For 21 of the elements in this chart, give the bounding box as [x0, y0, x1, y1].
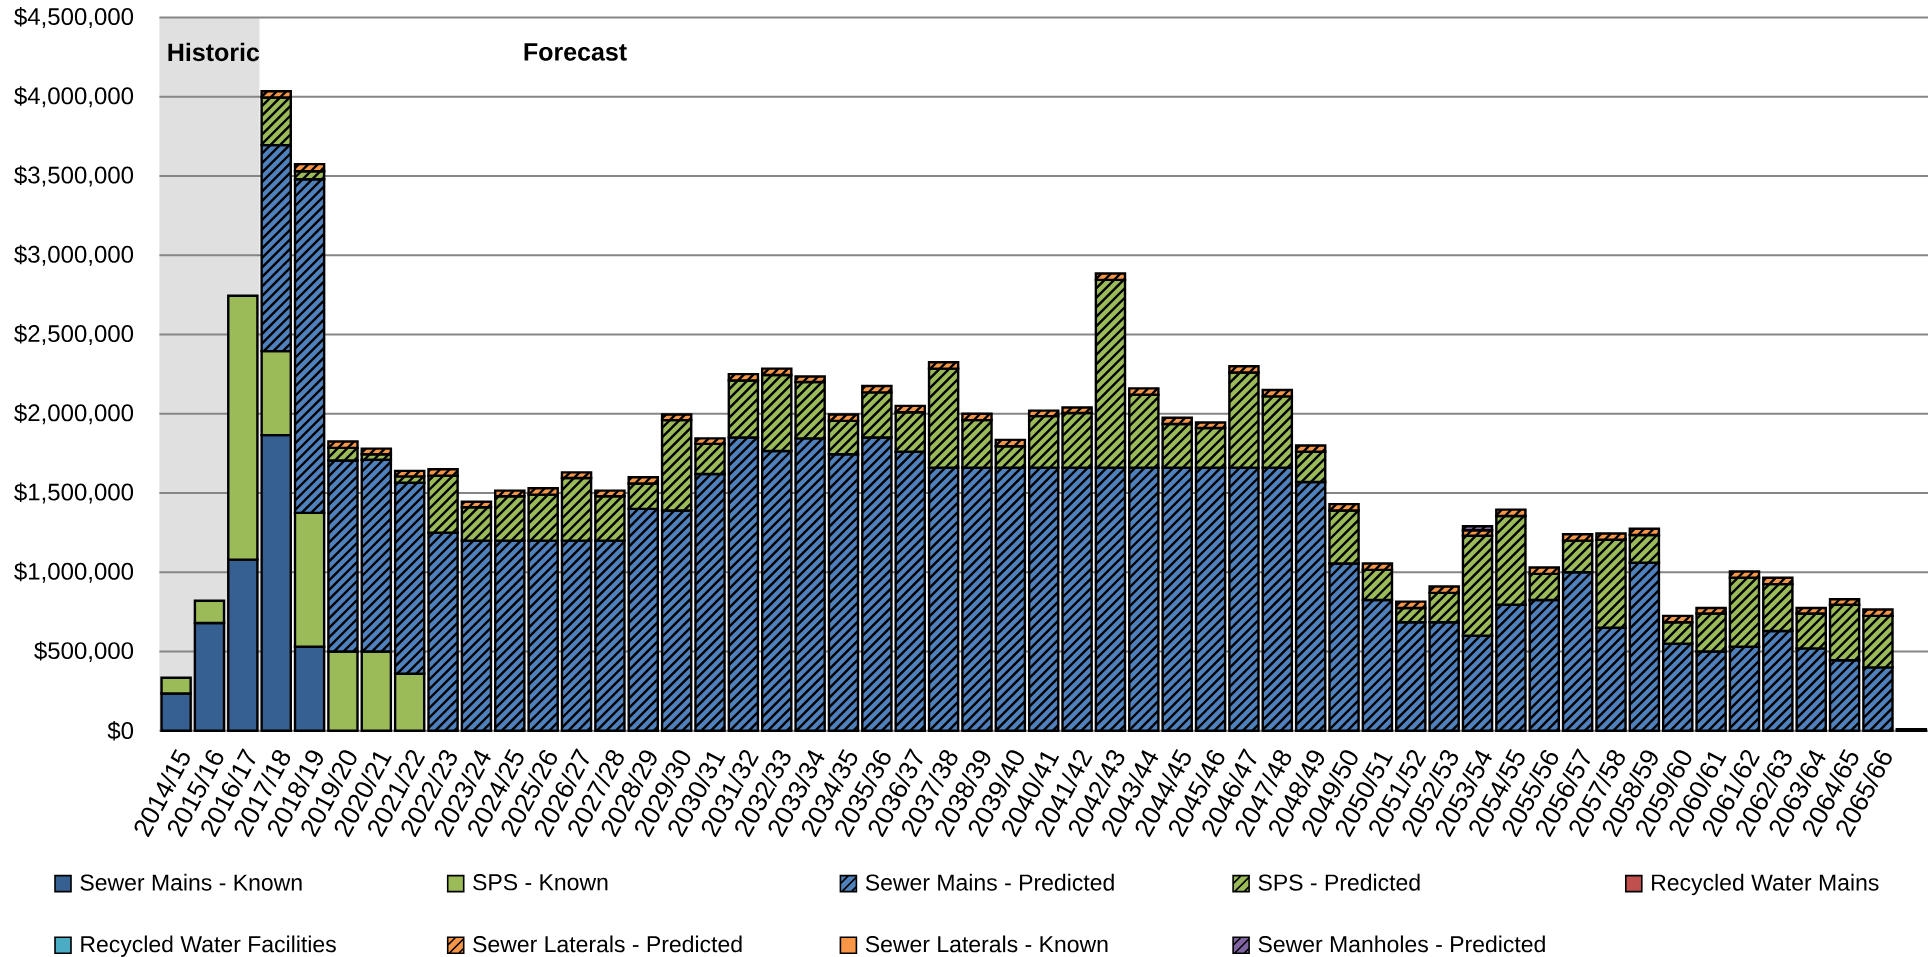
y-tick-label: $1,500,000: [14, 482, 134, 504]
y-tick-label: $3,000,000: [14, 244, 134, 266]
legend-label: Sewer Laterals - Predicted: [473, 935, 742, 953]
y-tick-label: $2,000,000: [14, 403, 134, 425]
y-tick-label: $1,000,000: [14, 561, 134, 583]
legend-label: SPS - Known: [473, 874, 608, 891]
legend-label: Sewer Laterals - Known: [865, 935, 1108, 953]
y-tick-label: $4,000,000: [14, 86, 134, 108]
band-label: Historic: [168, 42, 260, 62]
y-tick-label: $500,000: [34, 641, 134, 662]
y-tick-label: $0: [107, 721, 134, 741]
legend-label: SPS - Predicted: [1258, 873, 1420, 891]
y-tick-label: $3,500,000: [14, 165, 134, 187]
annotation: Forecast: [524, 43, 627, 61]
y-tick-label: $4,500,000: [14, 7, 134, 28]
legend-label: Sewer Mains - Predicted: [865, 873, 1114, 891]
legend-label: Recycled Water Mains: [1652, 873, 1879, 896]
legend-label: Recycled Water Facilities: [81, 935, 336, 957]
y-tick-label: $2,500,000: [14, 324, 134, 345]
legend-label: Sewer Mains - Known: [80, 873, 302, 891]
legend-label: Sewer Manholes - Predicted: [1258, 935, 1545, 953]
